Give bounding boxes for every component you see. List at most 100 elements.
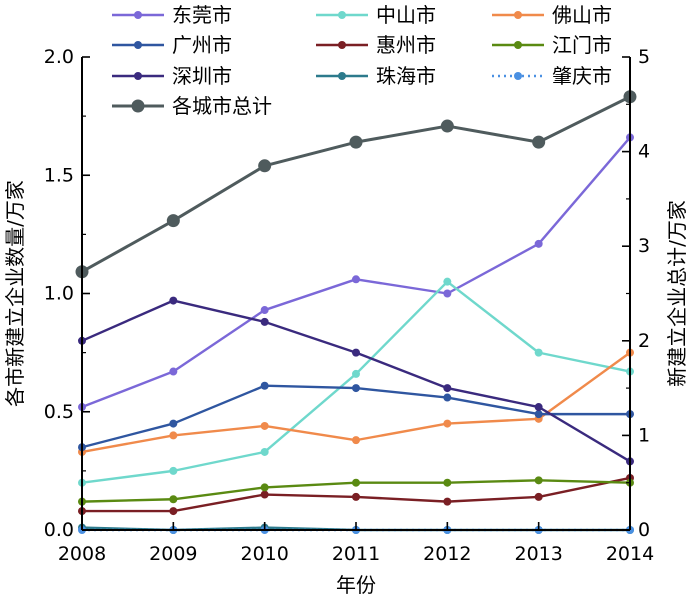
- legend-label: 深圳市: [172, 64, 232, 88]
- legend-item: 深圳市: [112, 64, 232, 88]
- data-point: [349, 135, 363, 149]
- data-point: [260, 306, 269, 315]
- series-line: [81, 280, 631, 484]
- data-point: [443, 384, 452, 393]
- plot-series: [75, 90, 637, 534]
- legend-item: 各城市总计: [112, 94, 272, 118]
- data-point: [352, 369, 360, 378]
- data-point: [443, 497, 452, 506]
- y-axis-right-title: 新建立企业总计/万家: [665, 200, 689, 387]
- y-right-tick-label: 1: [638, 424, 650, 446]
- legend-label: 惠州市: [376, 33, 436, 57]
- data-point: [440, 119, 454, 133]
- legend-item: 惠州市: [316, 33, 436, 57]
- axes: 0.0 0.5 1.0 1.5 2.0 0 1 2 3 4 5 2008 2009 2010 2011 201…: [44, 46, 654, 565]
- data-point: [443, 393, 452, 402]
- x-tick-label: 2008: [58, 543, 106, 565]
- legend-label: 东莞市: [172, 3, 232, 27]
- data-point: [260, 381, 269, 390]
- series-2: [78, 277, 634, 487]
- series-5: [78, 473, 634, 516]
- data-point: [169, 367, 178, 376]
- data-point: [258, 159, 272, 173]
- y-right-tick-label: 0: [638, 519, 650, 541]
- x-tick-label: 2009: [149, 543, 197, 565]
- data-point: [169, 495, 178, 504]
- legend-marker: [134, 72, 142, 80]
- y-left-tick-label: 2.0: [44, 46, 74, 68]
- y-right-tick-label: 5: [638, 46, 650, 68]
- legend-label: 广州市: [172, 33, 232, 57]
- data-point: [443, 419, 452, 428]
- data-point: [169, 419, 178, 428]
- data-point: [532, 135, 546, 149]
- series-6: [78, 476, 634, 506]
- legend-item: 江门市: [492, 33, 612, 57]
- data-point: [534, 239, 543, 248]
- y-left-tick-label: 1.0: [44, 283, 74, 305]
- legend-item: 东莞市: [112, 3, 232, 27]
- data-point: [352, 275, 360, 284]
- data-point: [534, 492, 543, 501]
- legend-marker: [514, 41, 522, 49]
- series-3: [78, 348, 634, 456]
- y-left-tick-label: 1.5: [44, 164, 74, 186]
- x-axis-title: 年份: [336, 573, 376, 597]
- data-point: [352, 436, 360, 445]
- series-1: [78, 133, 634, 412]
- y-left-tick-label: 0.5: [44, 401, 74, 423]
- data-point: [443, 289, 452, 298]
- data-point: [166, 214, 180, 228]
- data-point: [260, 490, 269, 499]
- data-point: [260, 317, 269, 326]
- data-point: [352, 492, 360, 501]
- data-point: [352, 478, 360, 487]
- data-point: [169, 296, 178, 305]
- x-tick-label: 2013: [514, 543, 562, 565]
- legend-item: 肇庆市: [492, 64, 612, 88]
- data-point: [534, 476, 543, 485]
- legend-marker: [338, 41, 346, 49]
- legend-label: 肇庆市: [552, 64, 612, 88]
- data-point: [169, 507, 178, 516]
- y-left-tick-label: 0.0: [44, 519, 74, 541]
- series-7: [78, 296, 634, 466]
- y-right-tick-label: 4: [638, 141, 650, 163]
- x-tick-label: 2012: [423, 543, 471, 565]
- legend-marker: [338, 72, 346, 80]
- data-point: [169, 466, 178, 475]
- legend-marker: [131, 99, 145, 113]
- data-point: [443, 277, 452, 286]
- data-point: [443, 478, 452, 487]
- legend-marker: [134, 41, 142, 49]
- legend-label: 各城市总计: [172, 94, 272, 118]
- series-line: [81, 95, 631, 274]
- data-point: [260, 421, 269, 430]
- legend-marker: [514, 11, 522, 19]
- legend-label: 珠海市: [376, 64, 436, 88]
- data-point: [352, 348, 360, 357]
- legend-label: 中山市: [376, 3, 436, 27]
- series-10: [75, 90, 637, 279]
- data-point: [260, 447, 269, 456]
- legend-item: 广州市: [112, 33, 232, 57]
- legend-item: 珠海市: [316, 64, 436, 88]
- legend-marker: [338, 11, 346, 19]
- legend-item: 中山市: [316, 3, 436, 27]
- y-right-tick-label: 3: [638, 235, 650, 257]
- data-point: [534, 410, 543, 419]
- data-point: [352, 384, 360, 393]
- data-point: [534, 403, 543, 412]
- legend-label: 江门市: [552, 33, 612, 57]
- y-right-tick-label: 2: [638, 330, 650, 352]
- series-line: [81, 136, 631, 409]
- data-point: [260, 483, 269, 492]
- legend-item: 佛山市: [492, 3, 612, 27]
- legend-marker: [134, 11, 142, 19]
- legend-label: 佛山市: [552, 3, 612, 27]
- data-point: [169, 431, 178, 440]
- y-axis-left-title: 各市新建立企业数量/万家: [3, 180, 27, 407]
- legend-marker: [514, 72, 522, 80]
